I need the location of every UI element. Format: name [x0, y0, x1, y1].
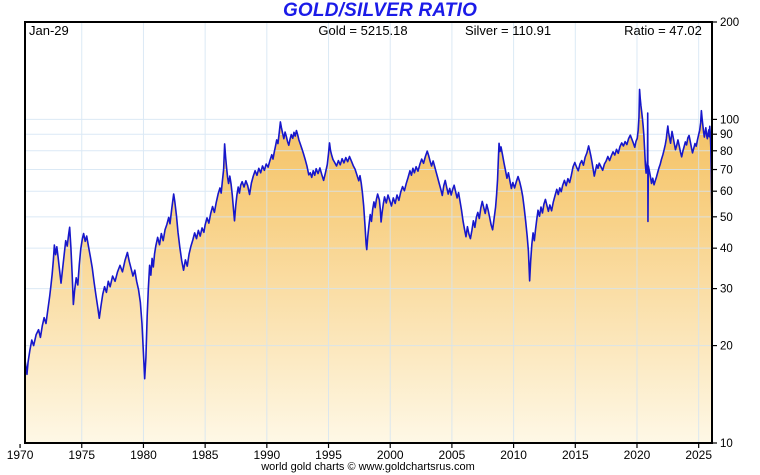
y-axis-tick-label: 60 [720, 186, 733, 198]
x-axis-tick-label: 1995 [315, 448, 342, 462]
y-axis: 200 100 90 80 70 60 50 40 30 20 10 [713, 17, 739, 450]
x-axis-tick-label: 2025 [685, 448, 712, 462]
y-axis-tick-label: 40 [720, 243, 733, 255]
y-axis-tick-label: 200 [720, 17, 739, 29]
gridlines [25, 22, 712, 443]
x-axis-tick-label: 1980 [130, 448, 157, 462]
gold-value-label: Gold = 5215.18 [318, 23, 408, 38]
y-axis-tick-label: 70 [720, 165, 733, 177]
watermark-credit: world gold charts © www.goldchartsrus.co… [261, 461, 475, 473]
ratio-series-area [25, 89, 712, 443]
y-axis-tick-label: 90 [720, 129, 733, 141]
x-axis-tick-label: 2005 [439, 448, 466, 462]
plot-frame [24, 21, 713, 444]
y-axis-tick-label: 20 [720, 341, 733, 353]
x-axis-tick-label: 2010 [500, 448, 527, 462]
y-axis-tick-label: 50 [720, 212, 733, 224]
chart-title: GOLD/SILVER RATIO [282, 0, 478, 21]
y-axis-tick-label: 30 [720, 284, 733, 296]
ratio-value-label: Ratio = 47.02 [624, 23, 702, 38]
x-axis-tick-label: 1990 [253, 448, 280, 462]
last-date-label: Jan-29 [29, 23, 69, 38]
x-axis-tick-label: 1970 [7, 448, 34, 462]
silver-value-label: Silver = 110.91 [464, 23, 552, 38]
x-axis-tick-label: 2015 [562, 448, 589, 462]
plot-group [25, 22, 712, 443]
x-axis: 1970 1975 1980 1985 1990 1995 2000 2005 2010 2015… [7, 444, 712, 462]
y-axis-tick-label: 10 [720, 438, 733, 450]
y-axis-tick-label: 100 [720, 114, 739, 126]
ratio-series-line [25, 88, 712, 380]
x-axis-tick-label: 1975 [68, 448, 95, 462]
y-axis-tick-label: 80 [720, 146, 733, 158]
x-axis-tick-label: 1985 [192, 448, 219, 462]
x-axis-tick-label: 2000 [377, 448, 404, 462]
x-axis-tick-label: 2020 [624, 448, 651, 462]
